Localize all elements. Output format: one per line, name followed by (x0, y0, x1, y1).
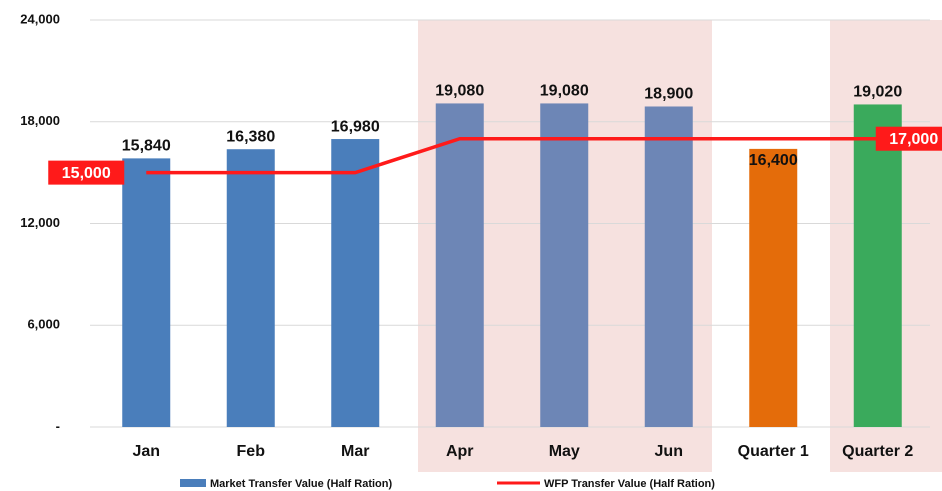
bar (435, 103, 484, 427)
value-label: 19,020 (853, 84, 902, 101)
value-label: 16,980 (331, 118, 380, 135)
value-label: 15,000 (62, 165, 111, 182)
bar (749, 148, 798, 427)
x-tick-label: Quarter 1 (738, 443, 809, 460)
y-tick-label: 6,000 (27, 317, 60, 332)
x-tick-label: Feb (237, 443, 266, 460)
value-label: 17,000 (889, 131, 938, 148)
legend-swatch (180, 479, 206, 487)
value-label-box (48, 160, 125, 185)
x-tick-label: Jun (655, 443, 683, 460)
x-tick-label: Quarter 2 (842, 443, 913, 460)
y-tick-label: 24,000 (20, 11, 60, 26)
x-tick-label: May (549, 443, 580, 460)
legend-label: Market Transfer Value (Half Ration) (210, 478, 392, 490)
bar (122, 158, 171, 427)
bar (331, 139, 380, 428)
value-label: 19,080 (540, 83, 589, 100)
value-label: 16,400 (749, 152, 798, 169)
value-label: 16,380 (226, 128, 275, 145)
x-tick-label: Jan (132, 443, 160, 460)
y-tick-label: - (56, 418, 60, 433)
value-label: 18,900 (644, 86, 693, 103)
bar (226, 149, 275, 427)
y-tick-label: 12,000 (20, 215, 60, 230)
x-tick-label: Mar (341, 443, 369, 460)
value-label: 19,080 (435, 83, 484, 100)
bar (540, 103, 589, 427)
y-tick-label: 18,000 (20, 113, 60, 128)
x-tick-label: Apr (446, 443, 474, 460)
bar (853, 104, 902, 427)
line (146, 136, 878, 175)
value-label-box (875, 126, 942, 151)
legend-label: WFP Transfer Value (Half Ration) (544, 478, 715, 490)
value-label: 15,840 (122, 138, 171, 155)
bar (644, 106, 693, 428)
